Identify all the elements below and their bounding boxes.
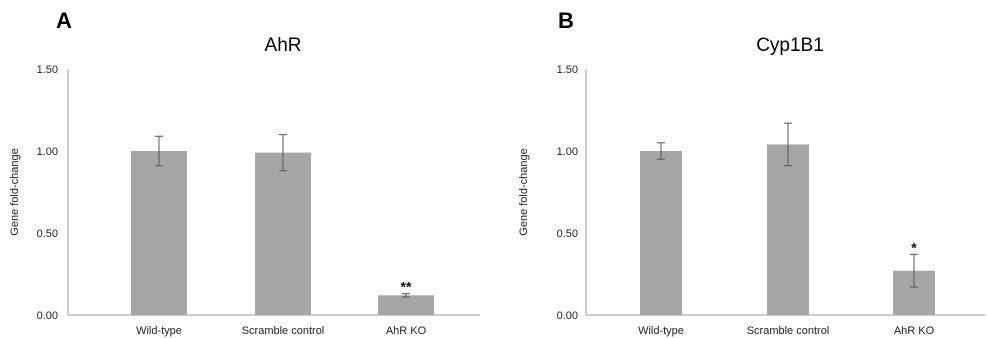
y-tick-label: 0.00 bbox=[37, 310, 58, 322]
panel-letter-b: B bbox=[558, 8, 574, 33]
bar bbox=[131, 151, 187, 315]
bar bbox=[767, 144, 809, 315]
bar bbox=[378, 295, 434, 315]
y-axis-label-b: Gene fold-change bbox=[518, 148, 530, 235]
x-tick-label: AhR KO bbox=[386, 325, 427, 337]
x-ticks-b: Wild-type Scramble control AhR KO bbox=[638, 325, 935, 337]
chart-title-b: Cyp1B1 bbox=[756, 35, 824, 56]
y-ticks-a: 0.00 0.50 1.00 1.50 bbox=[37, 64, 58, 322]
x-tick-label: Scramble control bbox=[747, 325, 830, 337]
x-tick-label: Scramble control bbox=[242, 325, 325, 337]
chart-panel-b: B Cyp1B1 Gene fold-change 0.00 0.50 1.00… bbox=[518, 8, 985, 337]
significance-marks-a: ** bbox=[401, 279, 412, 295]
significance-mark: * bbox=[911, 239, 917, 255]
bars-a bbox=[131, 151, 434, 315]
error-bars-a bbox=[155, 134, 410, 298]
y-axis-label-a: Gene fold-change bbox=[9, 148, 21, 235]
y-tick-label: 1.00 bbox=[557, 146, 578, 158]
y-tick-label: 0.50 bbox=[557, 228, 578, 240]
bar bbox=[640, 151, 682, 315]
y-ticks-b: 0.00 0.50 1.00 1.50 bbox=[557, 64, 578, 322]
bars-b bbox=[640, 144, 935, 315]
x-tick-label: Wild-type bbox=[638, 325, 684, 337]
chart-title-a: AhR bbox=[265, 35, 302, 56]
y-tick-label: 0.50 bbox=[37, 228, 58, 240]
y-tick-label: 0.00 bbox=[557, 310, 578, 322]
error-bars-b bbox=[657, 122, 918, 288]
significance-marks-b: * bbox=[911, 239, 917, 255]
x-ticks-a: Wild-type Scramble control AhR KO bbox=[136, 325, 427, 337]
x-tick-label: AhR KO bbox=[894, 325, 935, 337]
significance-mark: ** bbox=[401, 279, 412, 295]
y-tick-label: 1.00 bbox=[37, 146, 58, 158]
bar bbox=[255, 152, 311, 315]
x-tick-label: Wild-type bbox=[136, 325, 182, 337]
panel-letter-a: A bbox=[56, 8, 72, 33]
y-tick-label: 1.50 bbox=[557, 64, 578, 76]
y-tick-label: 1.50 bbox=[37, 64, 58, 76]
chart-panel-a: A AhR Gene fold-change 0.00 0.50 1.00 1.… bbox=[9, 8, 480, 337]
